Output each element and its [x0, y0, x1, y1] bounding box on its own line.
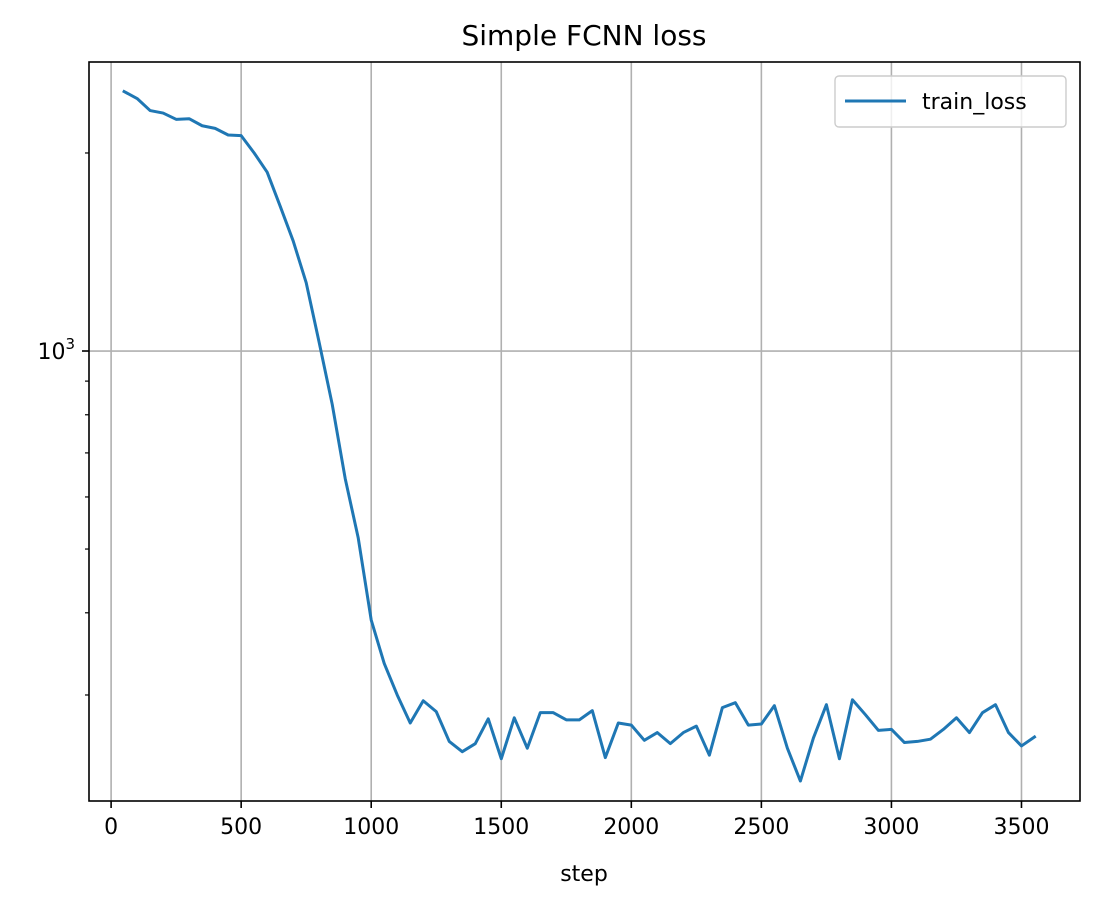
legend-box: [834, 75, 1067, 128]
x-tick-label: 1500: [473, 815, 529, 840]
y-tick-label-exponent: 3: [65, 335, 75, 353]
y-tick-label-base: 10: [37, 340, 65, 365]
x-tick-label: 3500: [993, 815, 1049, 840]
x-tick-label: 500: [220, 815, 262, 840]
y-tick-label: 103: [37, 335, 75, 365]
legend: train_loss: [834, 75, 1067, 128]
grid: [89, 62, 1080, 801]
legend-label-train-loss: train_loss: [922, 90, 1027, 115]
plot-frame: [88, 61, 1081, 802]
chart-title: Simple FCNN loss: [461, 19, 706, 52]
series-layer: [122, 89, 1037, 783]
series-line-train-loss: [122, 89, 1037, 783]
x-tick-label: 2500: [733, 815, 789, 840]
x-tick-label: 2000: [603, 815, 659, 840]
x-tick-label: 0: [104, 815, 118, 840]
x-tick-label: 1000: [343, 815, 399, 840]
x-tick-label: 3000: [863, 815, 919, 840]
ticks: 0 500 1000 1500 2000 2500 3000 3500 103: [37, 152, 1049, 840]
x-axis-label: step: [560, 862, 608, 887]
